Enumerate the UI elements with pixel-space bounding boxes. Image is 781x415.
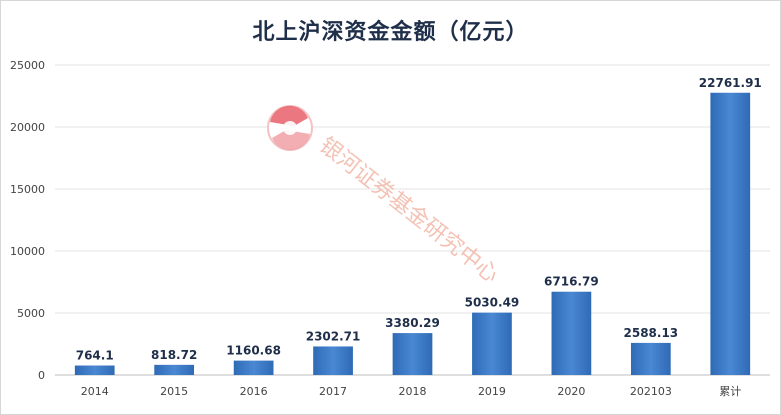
x-tick-label: 2020: [557, 385, 585, 398]
data-label: 818.72: [151, 348, 197, 362]
watermark-text: 银河证券基金研究中心: [314, 133, 503, 288]
data-labels: 764.1 818.72 1160.68 2302.71 3380.29 5030.49 6…: [76, 76, 762, 363]
y-tick-label: 10000: [10, 245, 45, 258]
x-tick-label: 2018: [399, 385, 427, 398]
data-label: 5030.49: [465, 296, 520, 310]
data-label: 6716.79: [544, 275, 599, 289]
bar: [233, 360, 274, 375]
data-label: 1160.68: [226, 344, 281, 358]
y-tick-label: 25000: [10, 59, 45, 72]
y-tick-label: 5000: [17, 307, 45, 320]
x-tick-label: 累计: [719, 385, 741, 398]
data-label: 764.1: [76, 349, 114, 363]
watermark: 银河证券基金研究中心: [267, 105, 503, 288]
gridlines: [55, 64, 770, 376]
data-label: 2588.13: [624, 326, 679, 340]
bar: [630, 342, 671, 375]
data-label: 3380.29: [385, 316, 440, 330]
x-tick-label: 2016: [240, 385, 268, 398]
watermark-logo: [267, 105, 313, 151]
chart-title: 北上沪深资金金额（亿元）: [252, 20, 529, 45]
bar: [472, 312, 512, 375]
bar: [392, 333, 433, 375]
y-tick-label: 15000: [10, 183, 45, 196]
y-tick-label: 20000: [10, 121, 45, 134]
x-tick-label: 202103: [630, 385, 672, 398]
x-tick-label: 2014: [81, 385, 109, 398]
bar: [551, 291, 592, 375]
data-label: 2302.71: [306, 329, 361, 343]
bar: [74, 365, 115, 375]
x-axis: 2014 2015 2016 2017 2018 2019 2020 202103 累计: [81, 385, 742, 398]
bars: [74, 92, 751, 375]
x-tick-label: 2017: [319, 385, 347, 398]
x-tick-label: 2015: [160, 385, 188, 398]
bar: [710, 92, 751, 375]
x-tick-label: 2019: [478, 385, 506, 398]
y-tick-label: 0: [38, 369, 45, 382]
bar: [313, 346, 353, 375]
bar: [154, 364, 195, 375]
y-axis: 0 5000 10000 15000 20000 25000: [10, 59, 45, 382]
data-label: 22761.91: [699, 76, 762, 90]
